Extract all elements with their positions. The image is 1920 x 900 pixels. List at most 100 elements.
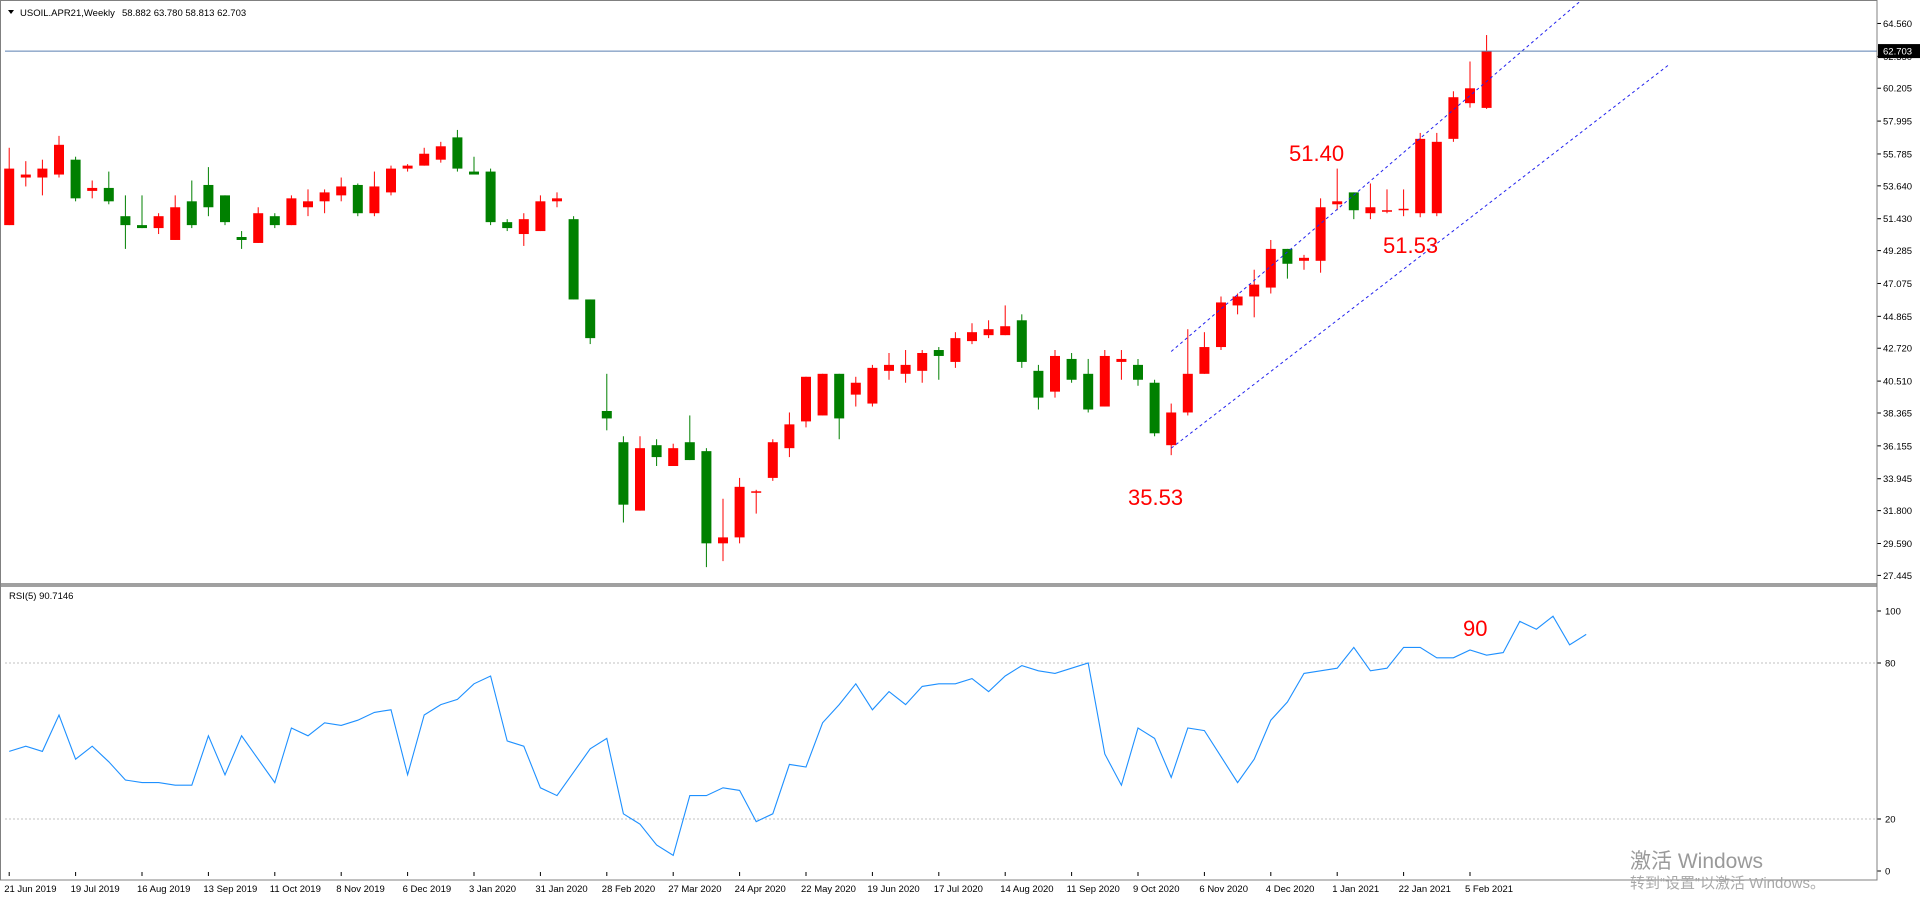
candle-body [20, 174, 31, 178]
candle-body [751, 491, 762, 493]
candle [186, 180, 197, 229]
candle [950, 332, 961, 368]
price-tick-label: 44.865 [1883, 312, 1912, 323]
price-tick-label: 49.285 [1883, 246, 1912, 257]
candle-body [867, 367, 878, 404]
candle [1332, 168, 1343, 211]
candle-body [1348, 192, 1359, 211]
candle [635, 436, 645, 511]
time-tick-label: 28 Feb 2020 [602, 884, 655, 895]
candle [286, 195, 297, 226]
candle-body [1315, 207, 1326, 261]
candle [253, 207, 264, 243]
candle [718, 498, 728, 562]
candle [884, 352, 894, 380]
price-tick-label: 31.800 [1883, 506, 1912, 517]
candle [850, 376, 861, 407]
price-tick-label: 53.640 [1883, 181, 1912, 192]
candle-body [303, 201, 313, 208]
candle-body [4, 168, 15, 226]
time-tick-label: 22 May 2020 [801, 884, 856, 895]
candle-body [618, 442, 629, 505]
candle-body [319, 192, 330, 202]
candle [1216, 296, 1226, 351]
time-tick-label: 8 Nov 2019 [336, 884, 385, 895]
candle-body [336, 186, 347, 196]
candle [933, 347, 944, 380]
candle-body [1166, 412, 1177, 446]
candle-body [1000, 326, 1011, 336]
candle [1299, 254, 1309, 270]
candle [4, 147, 15, 226]
pane-separator[interactable] [0, 583, 1877, 587]
candle [1000, 305, 1011, 336]
rsi-tick-label: 0 [1885, 867, 1890, 878]
time-tick-label: 6 Dec 2019 [403, 884, 452, 895]
candle-body [153, 216, 164, 229]
time-tick-label: 22 Jan 2021 [1399, 884, 1451, 895]
candle [618, 436, 629, 523]
candle-body [668, 448, 679, 467]
current-price-box [1878, 44, 1920, 59]
time-tick-label: 4 Dec 2020 [1266, 884, 1315, 895]
ohlc-values: 58.882 63.780 58.813 62.703 [122, 8, 246, 19]
candle [1415, 132, 1426, 218]
candle-body [1382, 210, 1392, 212]
candle [518, 213, 529, 246]
candle [1448, 91, 1459, 142]
candle [1282, 248, 1293, 279]
time-tick-label: 1 Jan 2021 [1332, 884, 1379, 895]
candle [336, 177, 347, 202]
candle-body [70, 159, 81, 199]
candle [784, 412, 795, 458]
candle-body [87, 187, 98, 191]
price-tick-label: 38.365 [1883, 408, 1912, 419]
candle-body [137, 225, 147, 229]
candle-body [1332, 201, 1343, 205]
candle-body [552, 198, 562, 202]
candle-body [601, 410, 612, 419]
price-tick-label: 57.995 [1883, 117, 1912, 128]
candle-body [1265, 248, 1276, 288]
rsi-tick-label: 20 [1885, 815, 1896, 826]
time-tick-label: 6 Nov 2020 [1199, 884, 1248, 895]
candle-body [585, 299, 596, 339]
candle [734, 477, 745, 544]
candle-body [635, 448, 645, 511]
price-tick-label: 51.430 [1883, 214, 1912, 225]
candle-body [817, 373, 828, 416]
candle [137, 195, 147, 229]
candle-body [220, 195, 230, 223]
candle-body [502, 222, 513, 229]
candle-body [1033, 370, 1044, 398]
candle-body [170, 207, 181, 240]
price-tick-label: 29.590 [1883, 539, 1912, 550]
candle [170, 195, 181, 240]
price-tick-label: 33.945 [1883, 474, 1912, 485]
candle [1348, 192, 1359, 220]
candle-body [834, 373, 845, 419]
time-tick-label: 27 Mar 2020 [668, 884, 721, 895]
candle-body [718, 537, 728, 544]
rsi-line [9, 615, 1587, 857]
candle [668, 443, 679, 467]
chart-menu-icon[interactable] [8, 10, 14, 14]
candle-body [1282, 248, 1293, 264]
candle-body [900, 364, 911, 374]
candle-body [1149, 382, 1160, 434]
candle-body [518, 219, 529, 235]
candle-body [983, 329, 994, 336]
candle-body [1066, 358, 1077, 380]
candle [1149, 379, 1160, 437]
price-tick-label: 60.205 [1883, 84, 1912, 95]
candle-body [1216, 302, 1226, 348]
candle-body [1133, 364, 1143, 380]
time-tick-label: 19 Jul 2019 [71, 884, 120, 895]
candle-body [1415, 138, 1426, 214]
candle-body [37, 168, 48, 178]
candle [435, 141, 446, 163]
candle-body [917, 352, 928, 371]
candle-body [1083, 373, 1094, 410]
candle [601, 373, 612, 431]
